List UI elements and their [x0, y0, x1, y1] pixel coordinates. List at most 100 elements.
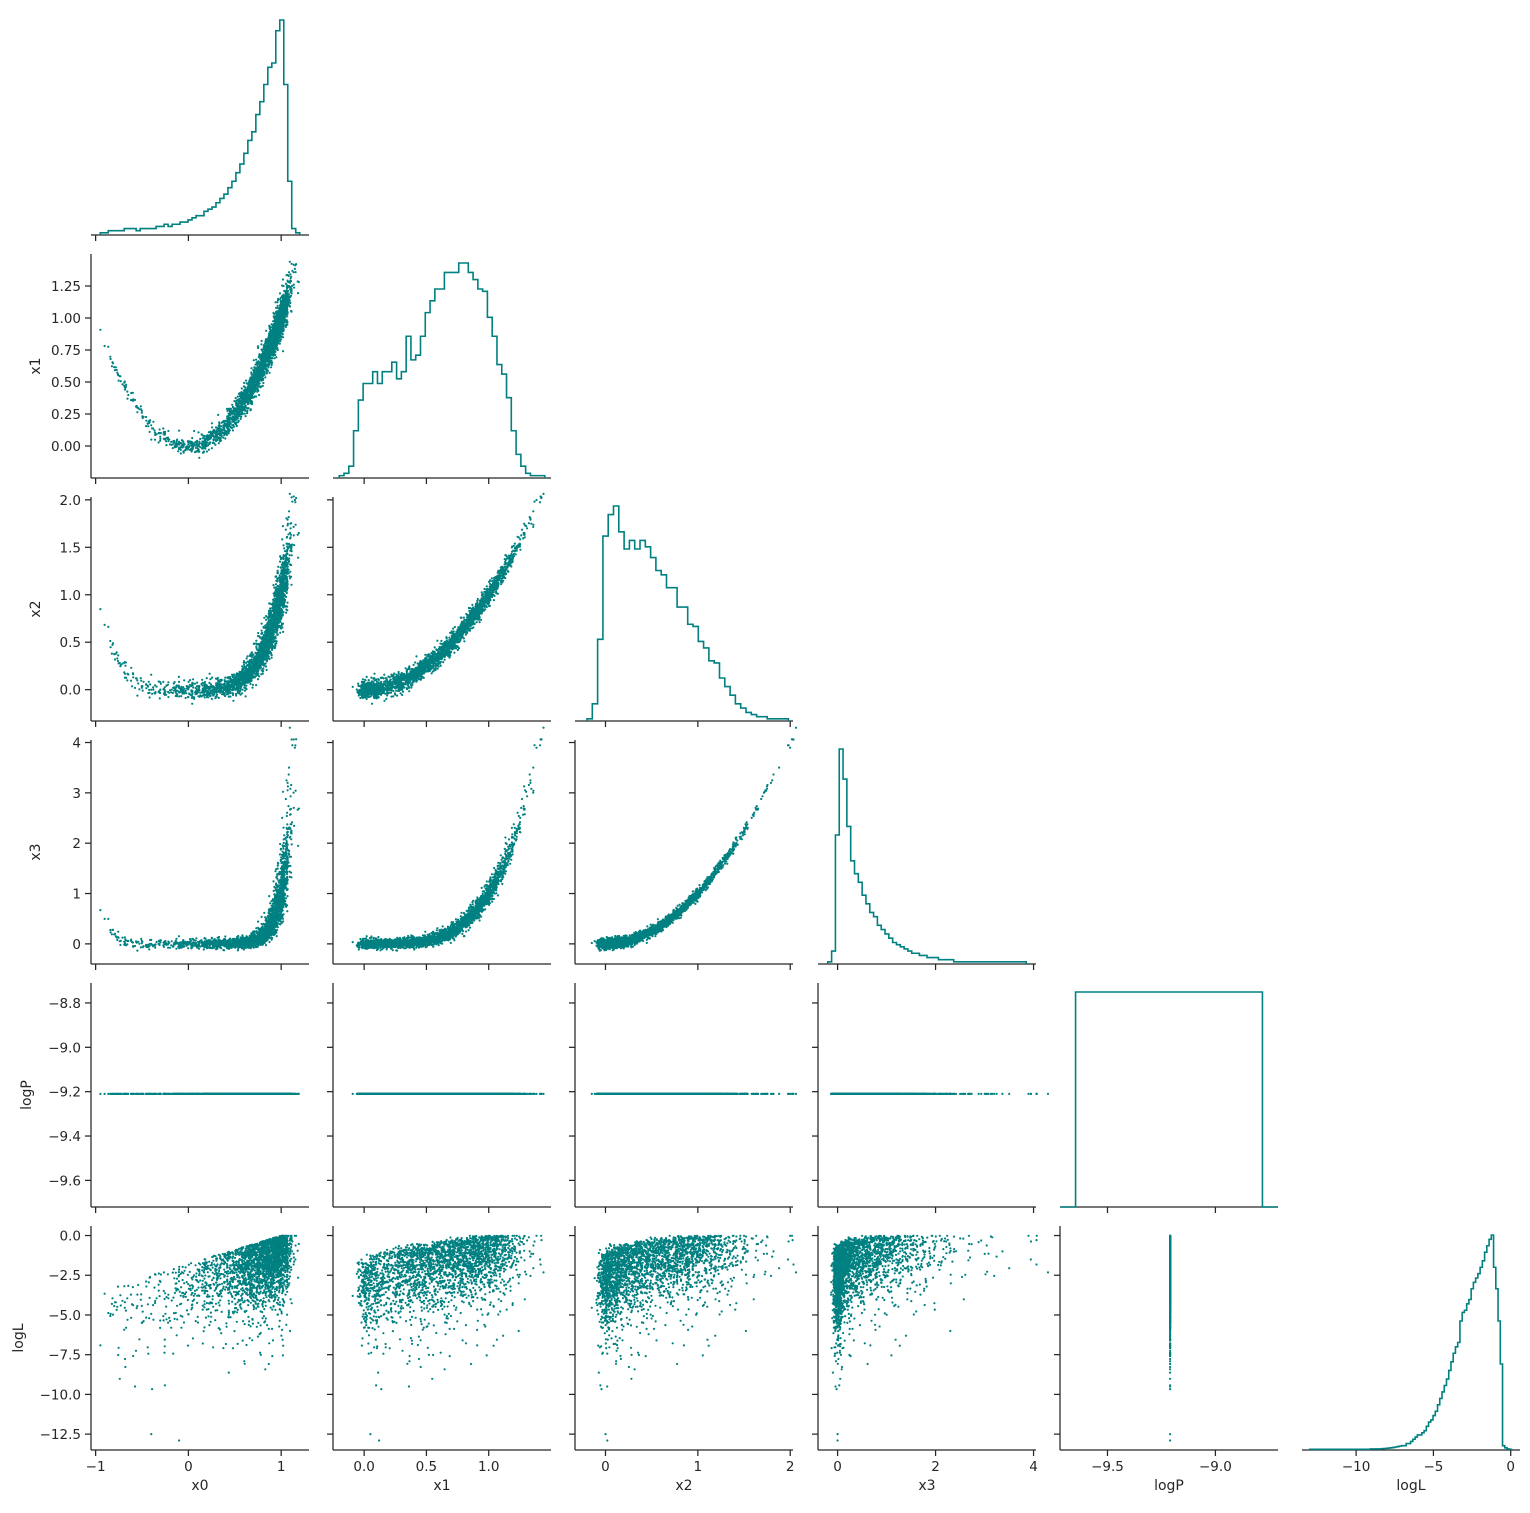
scatter-point [286, 579, 289, 582]
scatter-point [200, 682, 203, 686]
scatter-point [117, 379, 120, 382]
scatter-point [281, 311, 284, 314]
scatter-point [109, 357, 112, 361]
scatter-point [249, 380, 252, 383]
panel-x1-vs-x1 [333, 262, 551, 484]
scatter-point [214, 677, 218, 680]
scatter-point [269, 602, 272, 605]
scatter-point [290, 262, 293, 265]
scatter-point [115, 651, 118, 654]
scatter-point [130, 666, 133, 669]
scatter-point [273, 594, 276, 597]
scatter-point [290, 583, 293, 586]
scatter-point [286, 279, 289, 282]
scatter-point [116, 659, 120, 663]
scatter-point [278, 619, 281, 622]
scatter-point [282, 544, 285, 547]
scatter-point [297, 531, 300, 535]
scatter-point [274, 637, 277, 640]
scatter-point [163, 686, 166, 689]
scatter-point [208, 672, 211, 675]
scatter-point [258, 353, 261, 356]
scatter-point [238, 414, 241, 417]
scatter-point [193, 442, 196, 445]
scatter-point [288, 563, 292, 566]
scatter-point [233, 673, 236, 676]
scatter-point [294, 501, 297, 504]
scatter-point [175, 445, 178, 448]
scatter-point [176, 438, 179, 441]
scatter-point [238, 398, 241, 401]
scatter-point [220, 679, 223, 682]
scatter-point [265, 615, 268, 618]
scatter-point [249, 408, 252, 411]
scatter-point [125, 676, 128, 680]
scatter-point [285, 591, 288, 595]
scatter-point [235, 418, 238, 421]
scatter-point [225, 407, 229, 410]
scatter-point [248, 384, 251, 387]
histogram-x1 [338, 262, 546, 478]
scatter-point [264, 626, 267, 629]
scatter-point [155, 433, 158, 436]
scatter-point [239, 693, 242, 696]
y-tick-label-x2: 1.5 [60, 540, 81, 556]
scatter-point [191, 682, 194, 685]
scatter-point [270, 363, 273, 366]
scatter-point [201, 434, 204, 437]
scatter-point [147, 680, 150, 683]
scatter-point [248, 680, 252, 683]
scatter-point [264, 359, 267, 362]
scatter-point [257, 653, 260, 656]
scatter-point [283, 590, 286, 593]
scatter-point [290, 275, 293, 278]
scatter-point [203, 696, 206, 699]
scatter-point [288, 554, 291, 557]
scatter-point [103, 344, 106, 348]
scatter-point [226, 676, 229, 679]
scatter-point [260, 632, 263, 635]
scatter-point [218, 422, 221, 425]
scatter-point [198, 440, 201, 443]
scatter-point [290, 288, 293, 291]
scatter-point [238, 394, 241, 398]
scatter-point [277, 587, 281, 590]
scatter-point [245, 393, 248, 396]
scatter-point [113, 658, 117, 661]
scatter-point [272, 315, 275, 318]
scatter-point [162, 680, 165, 684]
scatter-point [284, 306, 287, 309]
scatter-point [280, 616, 283, 619]
scatter-point [276, 325, 279, 328]
scatter-point [194, 446, 198, 449]
scatter-point [170, 443, 173, 446]
scatter-point [132, 676, 135, 679]
scatter-point [140, 408, 143, 411]
scatter-point [284, 293, 287, 296]
scatter-point [259, 642, 262, 646]
scatter-point [121, 383, 124, 386]
scatter-point [248, 388, 251, 391]
scatter-point [179, 452, 182, 455]
scatter-point [109, 355, 112, 358]
scatter-point [178, 443, 181, 446]
scatter-point [288, 557, 291, 560]
scatter-point [231, 688, 234, 691]
scatter-point [213, 436, 216, 439]
scatter-point [159, 688, 162, 691]
y-tick-label-x1: 0.00 [51, 439, 81, 455]
scatter-point [287, 274, 290, 277]
scatter-point [276, 299, 279, 302]
scatter-point [129, 679, 133, 682]
scatter-point [109, 646, 112, 649]
scatter-point [253, 371, 256, 374]
scatter-point [159, 691, 162, 695]
scatter-point [276, 348, 279, 351]
scatter-point [226, 424, 230, 427]
scatter-point [167, 695, 170, 699]
scatter-point [232, 681, 236, 684]
scatter-point [136, 679, 139, 682]
scatter-point [267, 609, 271, 612]
scatter-point [250, 378, 253, 381]
scatter-point [208, 685, 211, 688]
